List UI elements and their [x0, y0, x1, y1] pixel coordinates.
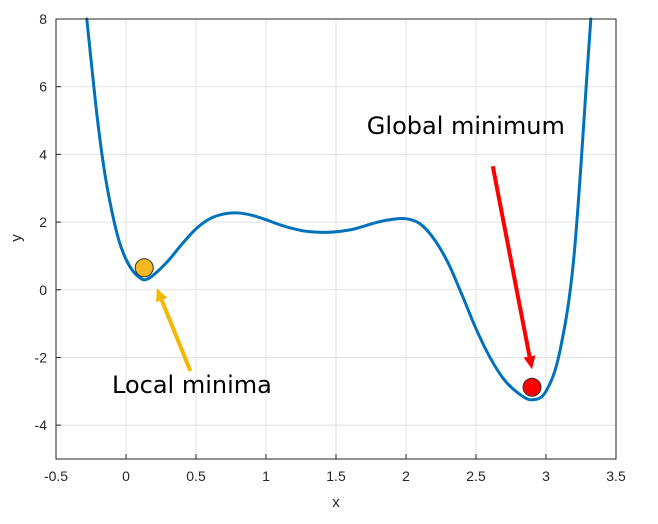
- marker-layer: [134, 258, 542, 397]
- y-axis-ticks: -4 -2 0 2 4 6 8: [35, 11, 61, 433]
- x-tick-label: -0.5: [44, 468, 68, 484]
- y-tick-label: 0: [39, 282, 47, 298]
- x-tick-label: 2.5: [466, 468, 486, 484]
- x-axis-title: x: [332, 494, 340, 511]
- y-axis-title: y: [8, 234, 25, 242]
- minimum-marker: [522, 377, 542, 397]
- y-tick-label: -2: [35, 349, 48, 365]
- y-tick-label: 2: [39, 214, 47, 230]
- annotation-arrowhead: [156, 288, 168, 303]
- annotation-arrow-shaft: [490, 165, 532, 357]
- x-tick-label: 1: [262, 468, 270, 484]
- annotation-label: Local minima: [112, 371, 272, 399]
- series-layer: [85, 17, 593, 402]
- annotation-layer: Local minima Global minimum: [112, 112, 565, 399]
- annotation-label: Global minimum: [367, 112, 565, 140]
- x-tick-label: 3: [542, 468, 550, 484]
- x-tick-label: 1.5: [326, 468, 346, 484]
- annotation-arrow-shaft: [159, 299, 193, 372]
- y-tick-label: -4: [35, 417, 48, 433]
- y-tick-label: 6: [39, 79, 47, 95]
- y-tick-label: 4: [39, 146, 47, 162]
- x-tick-label: 0: [122, 468, 130, 484]
- x-axis-ticks: -0.5 0 0.5 1 1.5 2 2.5 3 3.5: [44, 454, 626, 484]
- annotation-arrowhead: [523, 355, 536, 370]
- series-line: [85, 17, 593, 402]
- x-tick-label: 0.5: [186, 468, 206, 484]
- minimum-marker: [134, 258, 154, 278]
- x-tick-label: 3.5: [606, 468, 626, 484]
- x-tick-label: 2: [402, 468, 410, 484]
- y-tick-label: 8: [39, 11, 47, 27]
